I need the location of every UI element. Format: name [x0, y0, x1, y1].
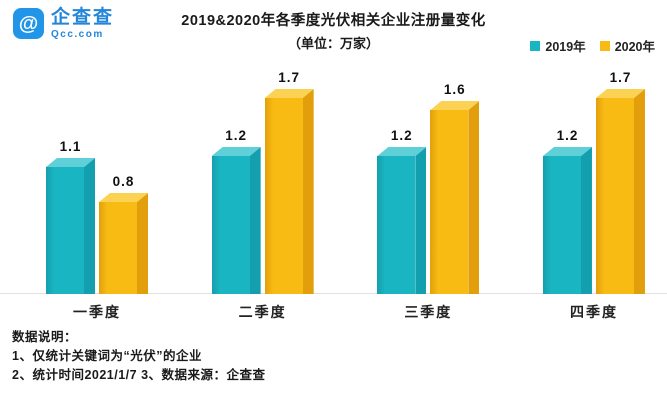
bar-wrap-2019-q1: 1.1 [46, 139, 95, 294]
bar-front-face [264, 98, 303, 294]
title-block: 2019&2020年各季度光伏相关企业注册量变化 （单位：万家） [0, 0, 667, 52]
bar-2019-q1 [46, 158, 95, 294]
bar-side-face [249, 147, 261, 294]
bar-2020-q1 [99, 193, 148, 294]
qcc-logo: @ 企查查 Qcc.com [13, 8, 114, 40]
bars-q2: 1.2 1.7 [211, 70, 314, 294]
bar-top-face [264, 89, 314, 98]
bar-top-face [211, 147, 261, 156]
bar-side-face [468, 101, 480, 294]
bar-wrap-2020-q4: 1.7 [595, 70, 645, 294]
notes-line-1: 1、仅统计关键词为“光伏”的企业 [12, 349, 202, 363]
qcc-logo-text: 企查查 Qcc.com [51, 8, 114, 40]
bar-wrap-2020-q2: 1.7 [264, 70, 314, 294]
bar-group-q1: 1.1 0.8 一季度 [46, 139, 148, 322]
notes-heading: 数据说明： [12, 330, 78, 344]
legend-swatch-2019 [530, 40, 541, 51]
legend-label-2019: 2019年 [545, 40, 586, 54]
qcc-logo-icon: @ [13, 8, 44, 39]
bar-value-label: 0.8 [112, 174, 135, 189]
bar-value-label: 1.7 [609, 70, 632, 85]
x-axis-baseline [0, 293, 667, 294]
bar-value-label: 1.2 [225, 128, 248, 143]
bar-side-face [84, 158, 95, 294]
bar-top-face [46, 158, 95, 167]
chart-title: 2019&2020年各季度光伏相关企业注册量变化 [181, 13, 486, 29]
bar-side-face [137, 193, 148, 294]
chart-legend: 2019年 2020年 [530, 36, 655, 55]
bar-front-face [377, 156, 416, 294]
bar-top-face [430, 101, 480, 110]
bar-top-face [542, 147, 592, 156]
bar-2019-q2 [211, 147, 261, 294]
bar-side-face [633, 89, 645, 294]
bars-q1: 1.1 0.8 [46, 139, 148, 294]
bar-group-q4: 1.2 1.7 四季度 [542, 70, 645, 322]
brand-domain: Qcc.com [51, 29, 104, 40]
bar-group-q2: 1.2 1.7 二季度 [211, 70, 314, 322]
legend-item-2019: 2019年 [530, 36, 586, 55]
bar-value-label: 1.7 [278, 70, 301, 85]
bar-side-face [302, 89, 314, 294]
category-label-q4: 四季度 [569, 304, 618, 320]
footer-notes: 数据说明： 1、仅统计关键词为“光伏”的企业 2、统计时间2021/1/7 3、… [0, 322, 667, 385]
bar-wrap-2019-q2: 1.2 [211, 128, 261, 294]
bar-2019-q4 [542, 147, 592, 294]
bar-2020-q3 [430, 101, 480, 294]
bar-front-face [430, 110, 469, 294]
bar-value-label: 1.2 [556, 128, 579, 143]
bar-front-face [46, 167, 84, 294]
bar-value-label: 1.1 [59, 139, 82, 154]
bar-2020-q4 [595, 89, 645, 294]
chart-subtitle: （单位：万家） [287, 36, 379, 51]
bar-wrap-2020-q3: 1.6 [430, 82, 480, 294]
header: @ 企查查 Qcc.com 2019&2020年各季度光伏相关企业注册量变化 （… [0, 0, 667, 56]
bar-group-q3: 1.2 1.6 三季度 [377, 82, 480, 322]
bar-front-face [211, 156, 250, 294]
bar-value-label: 1.2 [390, 128, 413, 143]
bar-value-label: 1.6 [443, 82, 466, 97]
category-label-q2: 二季度 [238, 304, 287, 320]
bar-top-face [99, 193, 148, 202]
bar-wrap-2019-q4: 1.2 [542, 128, 592, 294]
bar-top-face [595, 89, 645, 98]
category-label-q3: 三季度 [404, 304, 453, 320]
bar-side-face [580, 147, 592, 294]
chart-plot: 1.1 0.8 一季度 1.2 1.7 二季度 1.2 1.6 三季度 1.2 1.7 四季度 [0, 56, 667, 322]
bar-front-face [542, 156, 581, 294]
bar-top-face [377, 147, 427, 156]
category-label-q1: 一季度 [73, 304, 121, 320]
bar-side-face [415, 147, 427, 294]
bar-2020-q2 [264, 89, 314, 294]
brand-name: 企查查 [51, 7, 115, 28]
legend-label-2020: 2020年 [614, 40, 655, 54]
bar-front-face [99, 202, 137, 294]
notes-line-2: 2、统计时间2021/1/7 3、数据来源：企查查 [12, 368, 266, 382]
bar-wrap-2020-q1: 0.8 [99, 174, 148, 294]
bar-front-face [595, 98, 634, 294]
bar-2019-q3 [377, 147, 427, 294]
bar-wrap-2019-q3: 1.2 [377, 128, 427, 294]
legend-item-2020: 2020年 [599, 36, 655, 55]
bars-q4: 1.2 1.7 [542, 70, 645, 294]
legend-swatch-2020 [599, 40, 610, 51]
bars-q3: 1.2 1.6 [377, 82, 480, 294]
